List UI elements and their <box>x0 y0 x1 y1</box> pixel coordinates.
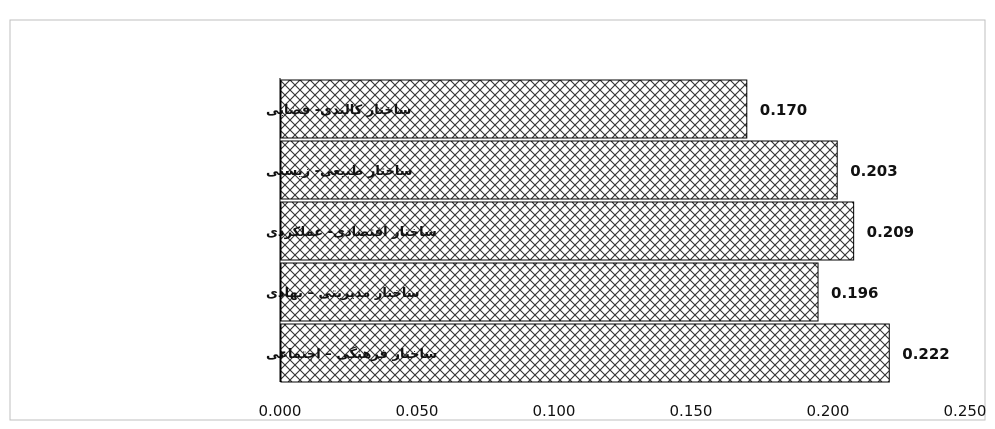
data-label: 0.196 <box>831 284 878 302</box>
bar <box>280 201 855 261</box>
x-tick-label: 0.250 <box>944 402 987 420</box>
x-tick-label: 0.100 <box>533 402 576 420</box>
bar <box>280 140 838 200</box>
x-tick-label: 0.050 <box>396 402 439 420</box>
data-label: 0.203 <box>850 162 897 180</box>
x-tick-label: 0.200 <box>807 402 850 420</box>
category-label: ساختار کالبدی- فضایی <box>266 103 411 118</box>
chart-frame <box>9 19 986 421</box>
bar <box>280 79 748 139</box>
bar <box>280 323 890 383</box>
data-label: 0.222 <box>902 345 949 363</box>
category-label: ساختار مدیریتی – نهادی <box>266 286 420 301</box>
bar <box>280 262 819 322</box>
x-tick-label: 0.150 <box>670 402 713 420</box>
data-label: 0.170 <box>760 101 807 119</box>
x-axis: 0.000 0.050 0.100 0.150 0.200 0.250 <box>259 78 987 420</box>
category-label: ساختار فرهنگی – اجتماعی <box>266 346 437 362</box>
bars-layer <box>280 79 890 383</box>
category-label: ساختار اقتصادی- عملکردی <box>266 225 437 240</box>
category-label: ساختار طبیعی- زیستی <box>266 164 413 179</box>
data-label: 0.209 <box>867 223 914 241</box>
labels-layer: 0.170 ساختار کالبدی- فضایی 0.203 ساختار طبی… <box>266 101 950 363</box>
x-tick-label: 0.000 <box>259 402 302 420</box>
